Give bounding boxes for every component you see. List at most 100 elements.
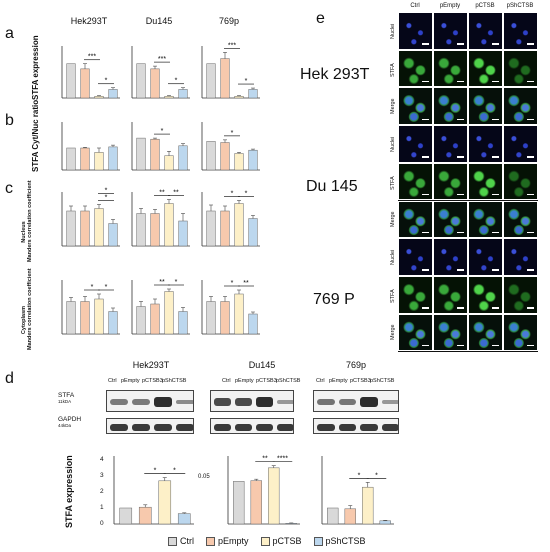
microscopy-cell-stfa: [503, 275, 538, 314]
bar-pshctsb: [248, 89, 258, 99]
blot-band: [381, 423, 398, 431]
microscopy-cell-nuclei: [433, 12, 468, 50]
bar-ctrl: [66, 301, 76, 335]
legend-swatch-pctsb: [260, 536, 270, 546]
microscopy-cell-nuclei: [398, 12, 433, 50]
blot-band: [256, 397, 273, 407]
bar-pctsb: [234, 203, 244, 247]
col-title-hek: Hek293T: [70, 16, 108, 26]
significance-label: **: [243, 280, 249, 287]
scale-bar: [457, 307, 464, 309]
lane-label: pShCTSB: [276, 378, 301, 384]
significance-label: *: [245, 78, 248, 85]
blot-band: [235, 423, 252, 431]
scale-bar: [492, 156, 499, 158]
blot-band: [338, 423, 356, 431]
chart-a-769: ****: [201, 42, 260, 99]
bar-ctrl: [327, 507, 339, 525]
blot-band: [176, 399, 193, 405]
bar-pshctsb: [177, 513, 191, 525]
significance-label: *: [105, 284, 108, 291]
scale-bar: [527, 307, 534, 309]
microscopy-cell-stfa: [468, 162, 503, 201]
scale-bar: [422, 80, 429, 83]
microscopy-cell-nuclei: [433, 125, 468, 163]
d-title-du: Du145: [248, 360, 276, 370]
scale-bar: [457, 231, 464, 234]
ylabel-b: STFA Cyt/Nuc ratio: [31, 99, 40, 172]
microscopy-cell-nuclei: [398, 238, 433, 276]
chart-c-cyto-769: * **: [201, 280, 260, 335]
microscopy-cell-stfa: [398, 162, 433, 201]
chart-b-769: *: [201, 122, 260, 171]
microscopy-cell-stfa: [503, 162, 538, 201]
stfa-blot: [210, 390, 294, 412]
lane-label: pShCTSB: [370, 378, 395, 384]
bar-ctrl: [136, 306, 146, 335]
significance-label: ****: [277, 456, 288, 463]
microscopy-cell-stfa: [433, 49, 468, 88]
microscopy-cell-merge: [398, 200, 433, 239]
microscopy-cell-nuclei: [468, 12, 503, 50]
blot-band: [176, 423, 193, 431]
significance-label: ***: [88, 54, 96, 61]
e-row-label: Merge: [390, 211, 396, 228]
blot-band: [360, 397, 378, 407]
immunofluorescence-grid: [398, 12, 538, 352]
ylabel-c-nucleus-sub: Manders correlation coefficient: [27, 180, 33, 262]
microscopy-cell-merge: [503, 313, 538, 352]
bar-ctrl: [66, 63, 76, 99]
scale-bar: [457, 156, 464, 158]
e-row-label: STFA: [390, 175, 396, 190]
bar-pempty: [150, 138, 160, 171]
e-row-label: Nuclei: [390, 23, 396, 39]
legend-label-pshctsb: pShCTSB: [325, 536, 366, 546]
legend: Ctrl pEmpty pCTSB pShCTSB: [168, 536, 366, 546]
scale-bar: [527, 193, 534, 196]
significance-label: *: [245, 191, 248, 198]
ylabel-d: STFA expression: [64, 455, 74, 528]
bar-pshctsb: [248, 149, 258, 171]
chart-a-hek: ****: [61, 46, 120, 99]
legend-swatch-pshctsb: [313, 536, 323, 546]
microscopy-cell-merge: [433, 313, 468, 352]
bar-pempty: [220, 301, 230, 335]
significance-label: ***: [158, 56, 166, 63]
blot-band: [277, 423, 293, 431]
col-title-769: 769p: [218, 16, 240, 26]
microscopy-cell-nuclei: [398, 125, 433, 163]
bar-ctrl: [66, 210, 76, 247]
microscopy-cell-nuclei: [503, 238, 538, 276]
bar-ctrl: [206, 210, 216, 247]
blot-gapdh-size: 44kDa: [58, 423, 72, 428]
bar-ctrl: [66, 147, 76, 171]
scale-bar: [492, 231, 499, 234]
scale-bar: [492, 193, 499, 196]
bar-pempty: [150, 68, 160, 99]
lane-label: pCTSB3: [142, 378, 163, 384]
microscopy-cell-merge: [468, 313, 503, 352]
e-row-label: Merge: [390, 324, 396, 341]
lane-label: pCTSB3: [256, 378, 277, 384]
microscopy-cell-nuclei: [468, 238, 503, 276]
bar-pshctsb: [108, 223, 118, 247]
lane-label: Ctrl: [108, 378, 117, 384]
bar-pctsb: [362, 486, 374, 525]
bar-pctsb: [234, 293, 244, 335]
scale-bar: [527, 80, 534, 83]
bar-pshctsb: [379, 520, 391, 525]
bar-pempty: [150, 213, 160, 247]
blot-band: [214, 397, 231, 407]
microscopy-cell-merge: [503, 200, 538, 239]
significance-label: **: [173, 190, 179, 197]
significance-label: *: [375, 472, 378, 479]
bar-pempty: [80, 147, 90, 171]
scale-bar: [422, 344, 429, 347]
y-tick-label: 3: [100, 472, 104, 479]
blot-band: [381, 399, 398, 405]
blot-label-gapdh: GAPDH 44kDa: [58, 416, 81, 428]
legend-label-pempty: pEmpty: [218, 536, 249, 546]
blot-band: [338, 399, 356, 405]
scale-bar: [492, 80, 499, 83]
lane-label: pEmpty: [235, 378, 254, 384]
